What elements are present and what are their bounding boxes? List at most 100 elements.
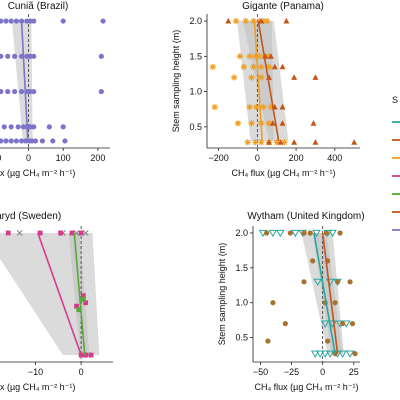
data-point	[307, 230, 313, 236]
data-point	[248, 74, 255, 81]
x-axis-label: x (µg CH₄ m⁻² h⁻¹)	[0, 168, 75, 178]
data-point	[310, 120, 317, 126]
confidence-ribbon	[11, 21, 33, 141]
y-tick-label: 1.0	[189, 87, 202, 97]
data-point	[76, 307, 82, 313]
data-point	[8, 138, 14, 144]
data-point	[3, 138, 9, 144]
data-point	[271, 63, 278, 70]
data-point	[209, 63, 217, 71]
data-point	[315, 350, 325, 358]
data-point	[60, 124, 66, 130]
data-point	[31, 124, 37, 130]
panel-3: ogaryd (Sweden) −10 0 x (µg CH₄ m⁻² h⁻¹)	[0, 211, 113, 392]
data-point	[279, 63, 286, 70]
data-point	[258, 74, 265, 81]
data-point	[273, 139, 280, 146]
data-point	[31, 53, 37, 59]
data-point	[5, 88, 11, 95]
data-point	[74, 303, 79, 309]
legend-fragment: S	[392, 95, 400, 231]
x-tick-label: −10	[28, 367, 43, 377]
panel-title: Cuniã (Brazil)	[8, 1, 69, 12]
data-point	[0, 18, 4, 24]
data-point	[282, 321, 288, 327]
data-point	[5, 230, 11, 236]
data-point	[16, 229, 23, 236]
data-point	[283, 17, 290, 24]
panel-4: Wytham (United Kingdom) −50 −25 0 25 0.5 1.0 1.…	[217, 211, 365, 392]
data-point	[88, 352, 94, 358]
data-point	[263, 17, 271, 25]
data-point	[31, 88, 37, 95]
data-point	[8, 124, 14, 130]
y-tick-label: 0.5	[189, 122, 202, 132]
data-point	[345, 350, 355, 358]
data-point	[268, 229, 278, 238]
data-point	[270, 300, 276, 306]
y-tick-label: 1.5	[235, 263, 248, 273]
regression-line	[313, 232, 336, 354]
data-point	[313, 278, 322, 286]
data-point	[351, 139, 358, 145]
data-point	[325, 338, 331, 344]
panel-title: Wytham (United Kingdom)	[247, 211, 364, 222]
data-point	[279, 120, 286, 126]
data-point	[12, 53, 18, 59]
regression-line	[20, 21, 29, 141]
data-point	[83, 352, 89, 358]
x-tick-label: 0	[79, 367, 84, 377]
data-point	[100, 18, 106, 24]
data-point	[267, 53, 274, 59]
data-point	[236, 53, 244, 60]
data-point	[265, 139, 272, 145]
data-point	[13, 18, 19, 24]
x-tick-label: 200	[289, 153, 304, 163]
data-point	[332, 300, 338, 306]
data-point	[62, 138, 68, 144]
data-point	[265, 53, 273, 60]
data-point	[349, 321, 356, 327]
data-point	[250, 17, 257, 25]
x-tick-label: −25	[284, 367, 299, 377]
data-point	[46, 124, 52, 130]
confidence-ribbon	[312, 232, 344, 354]
data-point	[312, 139, 319, 145]
x-tick-label: 100	[0, 153, 1, 163]
data-point	[277, 139, 284, 145]
data-point	[323, 230, 330, 236]
data-point	[256, 17, 263, 25]
data-point	[320, 350, 330, 358]
y-axis-label: Stem sampling height (m)	[217, 243, 227, 346]
x-axis-label: CH₄ flux (µg CH₄ m⁻² h⁻¹)	[254, 382, 358, 392]
regression-line	[321, 232, 339, 354]
data-point	[5, 53, 11, 59]
data-point	[276, 229, 285, 238]
data-point	[301, 230, 307, 236]
data-point	[39, 138, 46, 144]
data-point	[0, 88, 4, 95]
data-point	[31, 18, 37, 24]
x-tick-label: −200	[208, 153, 228, 163]
x-tick-label: 100	[56, 153, 71, 163]
x-tick-label: 25	[349, 367, 359, 377]
data-point	[339, 321, 346, 327]
panel-title: ogaryd (Sweden)	[0, 211, 61, 222]
data-point	[98, 53, 104, 59]
data-point	[256, 53, 263, 60]
data-point	[252, 139, 259, 146]
data-point	[230, 74, 238, 81]
panel-1: Cuniã (Brazil) 100 0 100 200 x (µg CH₄ m⁻² h⁻…	[0, 1, 110, 178]
panel-2: Gigante (Panama) −200 0 200 400 0.5 1.0 1.5 2.0 S…	[171, 1, 360, 178]
data-point	[225, 17, 232, 24]
data-point	[264, 230, 270, 236]
data-point	[310, 258, 316, 264]
data-point	[19, 138, 25, 144]
data-point	[291, 229, 300, 238]
regression-line	[73, 232, 86, 356]
data-point	[82, 229, 89, 236]
regression-line	[257, 20, 280, 142]
data-point	[98, 88, 104, 95]
data-point	[242, 17, 249, 25]
x-tick-label: 400	[327, 153, 342, 163]
